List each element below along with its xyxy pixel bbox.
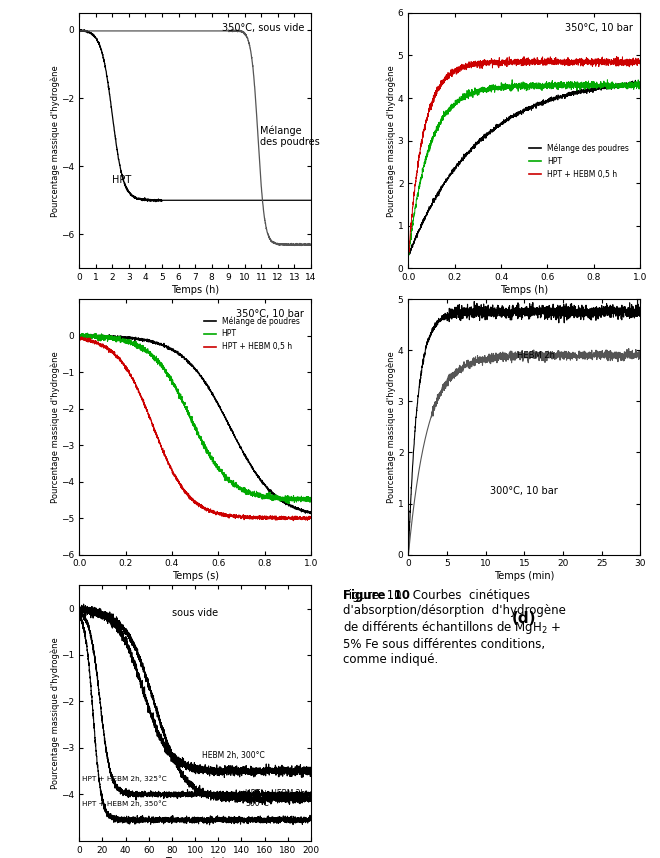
Y-axis label: Pourcentage massique d'hydrogène: Pourcentage massique d'hydrogène [50, 351, 59, 503]
Text: HPT + HEBM 2h: HPT + HEBM 2h [451, 309, 517, 318]
Y-axis label: Pourcentage massique d'hydrogène: Pourcentage massique d'hydrogène [50, 637, 59, 789]
Text: HPT + HEBM 2h, 325°C: HPT + HEBM 2h, 325°C [82, 776, 166, 782]
Text: 350°C, 10 bar: 350°C, 10 bar [566, 23, 633, 33]
Text: HPT + HEBM 2h,
300°C: HPT + HEBM 2h, 300°C [245, 789, 308, 808]
Text: 300°C, 10 bar: 300°C, 10 bar [490, 486, 558, 496]
Text: Figure  10: Figure 10 [343, 589, 411, 601]
Text: HPT + HEBM 2h, 350°C: HPT + HEBM 2h, 350°C [82, 801, 166, 807]
Text: (b): (b) [512, 324, 537, 340]
X-axis label: Temps (s): Temps (s) [172, 571, 218, 581]
X-axis label: Temps (min): Temps (min) [494, 571, 554, 581]
X-axis label: Temps (h): Temps (h) [171, 285, 219, 295]
Text: (a): (a) [183, 324, 207, 340]
Text: 350°C, 10 bar: 350°C, 10 bar [236, 309, 304, 319]
Text: Figure  10   Courbes  cinétiques
d'absorption/désorption  d'hydrogène
de différe: Figure 10 Courbes cinétiques d'absorptio… [343, 589, 566, 666]
Y-axis label: Pourcentage massique d'hydrogène: Pourcentage massique d'hydrogène [50, 64, 59, 216]
Text: (d): (d) [512, 611, 537, 625]
Y-axis label: Pourcentage massique d'hydrogène: Pourcentage massique d'hydrogène [387, 351, 397, 503]
Legend: Mélange de poudres, HPT, HPT + HEBM 0,5 h: Mélange de poudres, HPT, HPT + HEBM 0,5 … [201, 313, 302, 354]
Text: (c): (c) [183, 611, 207, 625]
Legend: Mélange des poudres, HPT, HPT + HEBM 0,5 h: Mélange des poudres, HPT, HPT + HEBM 0,5… [526, 141, 632, 182]
X-axis label: Temps (h): Temps (h) [500, 285, 548, 295]
Text: 350°C, sous vide: 350°C, sous vide [222, 23, 304, 33]
Text: HEBM 2h: HEBM 2h [517, 351, 554, 360]
Text: HEBM 2h, 300°C: HEBM 2h, 300°C [202, 751, 265, 760]
Y-axis label: Pourcentage massique d'hydrogène: Pourcentage massique d'hydrogène [387, 64, 397, 216]
Text: sous vide: sous vide [172, 608, 218, 619]
Text: HPT: HPT [112, 175, 131, 185]
Text: Mélange
des poudres: Mélange des poudres [259, 125, 319, 148]
